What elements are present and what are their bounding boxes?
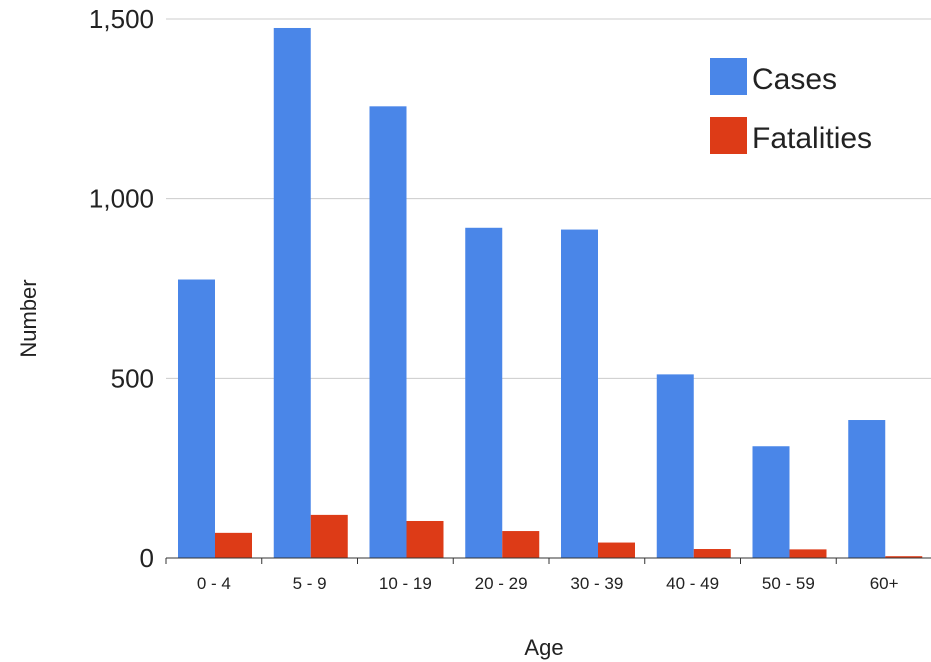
bar-fatalities (885, 556, 923, 558)
y-tick-label: 0 (140, 543, 154, 573)
x-tick-label: 30 - 39 (570, 574, 623, 593)
x-tick-label: 10 - 19 (379, 574, 432, 593)
bar-cases (848, 420, 886, 558)
bars (178, 27, 923, 559)
legend: Cases Fatalities (710, 58, 872, 155)
bar-cases (465, 227, 503, 559)
x-tick-label: 40 - 49 (666, 574, 719, 593)
x-tick-label: 0 - 4 (197, 574, 231, 593)
bar-fatalities (215, 532, 252, 558)
legend-label-cases: Cases (752, 63, 837, 96)
y-tick-label: 1,500 (89, 4, 154, 34)
y-axis-title: Number (16, 279, 41, 357)
bar-fatalities (406, 520, 444, 558)
bar-cases (561, 229, 598, 558)
bar-fatalities (693, 549, 731, 558)
bar-cases (369, 106, 407, 559)
bar-cases (752, 446, 790, 558)
x-axis-title: Age (524, 635, 563, 660)
x-tick-label: 50 - 59 (762, 574, 815, 593)
y-tick-label: 1,000 (89, 184, 154, 214)
y-tick-label: 500 (111, 363, 154, 393)
legend-label-fatalities: Fatalities (752, 122, 872, 155)
bar-cases (273, 27, 311, 558)
x-tick-labels: 0 - 4 5 - 9 10 - 19 20 - 29 30 - 39 40 - 49 50… (165, 558, 899, 593)
x-tick-label: 5 - 9 (293, 574, 327, 593)
bar-fatalities (598, 542, 635, 558)
bar-cases (178, 279, 215, 558)
legend-swatch-fatalities (710, 117, 747, 154)
legend-swatch-cases (710, 58, 747, 95)
bar-fatalities (310, 514, 348, 558)
bar-fatalities (789, 549, 827, 558)
bar-fatalities (502, 531, 540, 558)
y-tick-labels: 0 500 1,000 1,500 (89, 4, 154, 573)
x-tick-label: 20 - 29 (475, 574, 528, 593)
bar-cases (656, 374, 694, 558)
x-tick-label: 60+ (870, 574, 899, 593)
